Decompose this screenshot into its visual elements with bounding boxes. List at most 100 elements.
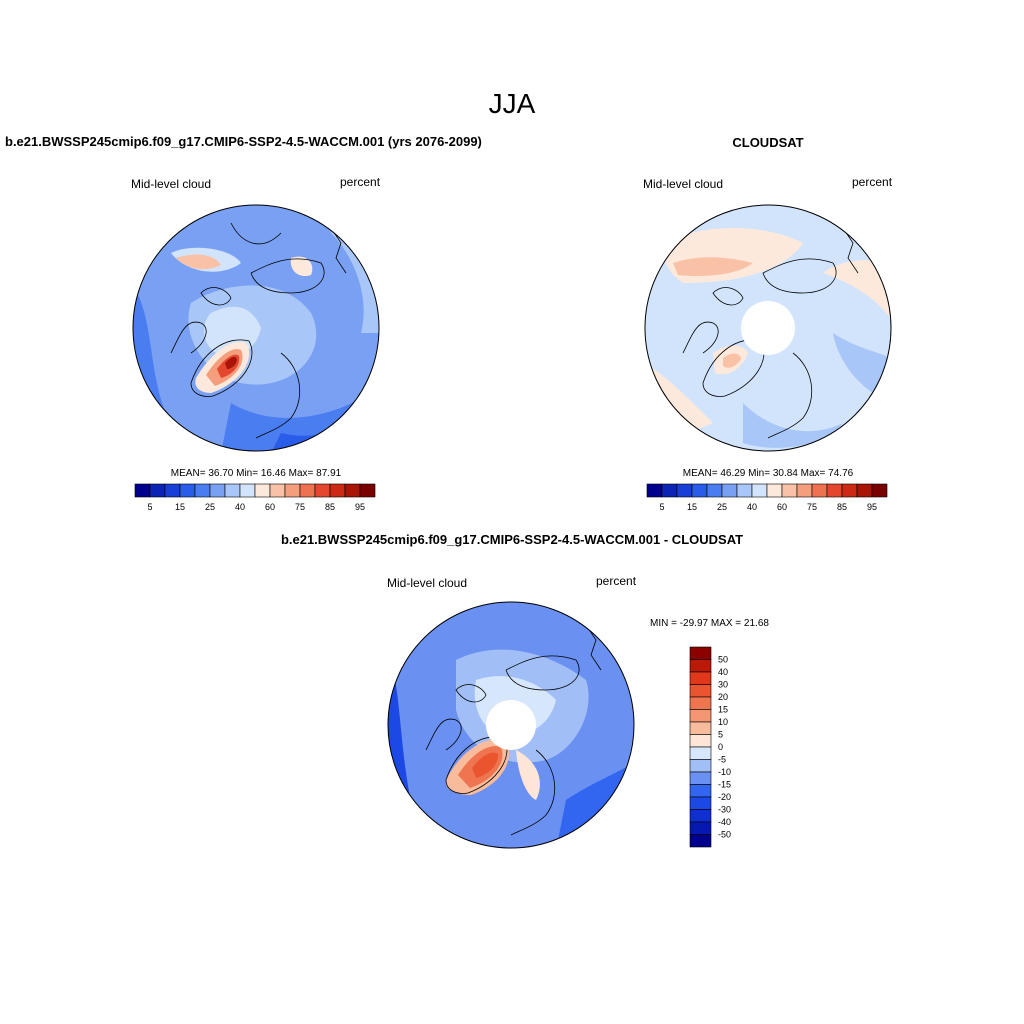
polar-hole — [741, 301, 795, 355]
colorbar-model-tick-label: 75 — [295, 502, 305, 512]
colorbar-model-swatch — [344, 483, 361, 498]
colorbar-cloudsat-tick-label: 15 — [687, 502, 697, 512]
colorbar-model-tick-label: 95 — [355, 502, 365, 512]
colorbar-difference-swatch — [689, 734, 712, 748]
colorbar-cloudsat-swatch — [796, 483, 813, 498]
colorbar-cloudsat-swatch — [676, 483, 693, 498]
colorbar-difference-swatch — [689, 834, 712, 848]
colorbar-cloudsat-swatch — [646, 483, 663, 498]
colorbar-cloudsat-swatch — [766, 483, 783, 498]
colorbar-difference-tick-label: -10 — [718, 767, 731, 777]
colorbar-difference-swatch — [689, 721, 712, 735]
colorbar-model-tick-label: 15 — [175, 502, 185, 512]
colorbar-difference-swatch — [689, 771, 712, 785]
colorbar-cloudsat-swatch — [691, 483, 708, 498]
colorbar-model-swatch — [179, 483, 196, 498]
colorbar-difference-tick-label: 20 — [718, 692, 728, 702]
colorbar-model-swatch — [239, 483, 256, 498]
colorbar-model-tick-label: 40 — [235, 502, 245, 512]
colorbar-difference-swatch — [689, 646, 712, 660]
colorbar-cloudsat-tick-label: 95 — [867, 502, 877, 512]
colorbar-difference-swatch — [689, 759, 712, 773]
colorbar-difference-tick-label: -15 — [718, 780, 731, 790]
panel3-variable-label: Mid-level cloud — [387, 576, 468, 590]
colorbar-cloudsat-swatch — [706, 483, 723, 498]
colorbar-difference-swatch — [689, 709, 712, 723]
colorbar-cloudsat-tick-label: 75 — [807, 502, 817, 512]
colorbar-model-swatch — [329, 483, 346, 498]
panel1-units-label: percent — [340, 175, 381, 189]
colorbar-model: 5 15 25 40 60 75 85 95 — [134, 483, 376, 512]
colorbar-difference-tick-label: 30 — [718, 680, 728, 690]
colorbar-model-swatch — [359, 483, 376, 498]
colorbar-model-tick-label: 5 — [147, 502, 152, 512]
colorbar-difference-swatch — [689, 696, 712, 710]
colorbar-model-swatch — [224, 483, 241, 498]
colorbar-cloudsat-tick-label: 25 — [717, 502, 727, 512]
colorbar-difference-tick-label: 15 — [718, 705, 728, 715]
colorbar-model-swatch — [194, 483, 211, 498]
colorbar-cloudsat-swatch — [811, 483, 828, 498]
map-model — [132, 204, 380, 452]
colorbar-cloudsat-swatch — [841, 483, 858, 498]
panel3-title: b.e21.BWSSP245cmip6.f09_g17.CMIP6-SSP2-4… — [280, 532, 744, 547]
colorbar-model-swatch — [209, 483, 226, 498]
figure-title: JJA — [488, 88, 536, 119]
colorbar-difference-tick-label: 5 — [718, 730, 723, 740]
colorbar-cloudsat-swatch — [856, 483, 873, 498]
colorbar-difference-tick-label: -40 — [718, 817, 731, 827]
colorbar-difference-tick-label: -5 — [718, 755, 726, 765]
polar-hole — [486, 700, 536, 750]
colorbar-model-tick-label: 25 — [205, 502, 215, 512]
colorbar-model-swatch — [299, 483, 316, 498]
colorbar-difference-swatch — [689, 746, 712, 760]
panel1-stats: MEAN= 36.70 Min= 16.46 Max= 87.91 — [170, 468, 342, 479]
panel2-units-label: percent — [852, 175, 893, 189]
panel3-units-label: percent — [596, 574, 637, 588]
colorbar-cloudsat-swatch — [661, 483, 678, 498]
map-difference — [387, 601, 635, 849]
colorbar-difference-swatch — [689, 821, 712, 835]
colorbar-cloudsat-tick-label: 85 — [837, 502, 847, 512]
panel2-variable-label: Mid-level cloud — [643, 177, 724, 191]
panel2-title: CLOUDSAT — [732, 135, 804, 150]
colorbar-difference-swatch — [689, 796, 712, 810]
colorbar-cloudsat-swatch — [871, 483, 888, 498]
colorbar-cloudsat-swatch — [826, 483, 843, 498]
panel1-variable-label: Mid-level cloud — [131, 177, 212, 191]
colorbar-difference-tick-label: 50 — [718, 655, 728, 665]
colorbar-difference-tick-label: -50 — [718, 830, 731, 840]
colorbar-model-swatch — [269, 483, 286, 498]
colorbar-cloudsat-tick-label: 60 — [777, 502, 787, 512]
colorbar-cloudsat-swatch — [721, 483, 738, 498]
colorbar-difference-swatch — [689, 659, 712, 673]
colorbar-difference-swatch — [689, 671, 712, 685]
panel3-stats: MIN = -29.97 MAX = 21.68 — [650, 618, 769, 629]
panel2-stats: MEAN= 46.29 Min= 30.84 Max= 74.76 — [682, 468, 854, 479]
colorbar-model-swatch — [284, 483, 301, 498]
panel1-title: b.e21.BWSSP245cmip6.f09_g17.CMIP6-SSP2-4… — [5, 134, 482, 149]
colorbar-cloudsat-tick-label: 5 — [659, 502, 664, 512]
colorbar-difference-swatch — [689, 784, 712, 798]
colorbar-model-swatch — [134, 483, 151, 498]
colorbar-difference-tick-label: 40 — [718, 667, 728, 677]
colorbar-difference-swatch — [689, 684, 712, 698]
map-cloudsat — [644, 204, 892, 452]
colorbar-difference-tick-label: -20 — [718, 792, 731, 802]
colorbar-cloudsat-swatch — [751, 483, 768, 498]
colorbar-cloudsat-swatch — [736, 483, 753, 498]
colorbar-difference-tick-label: 0 — [718, 742, 723, 752]
colorbar-cloudsat-swatch — [781, 483, 798, 498]
colorbar-model-swatch — [254, 483, 271, 498]
colorbar-model-swatch — [314, 483, 331, 498]
colorbar-difference-swatch — [689, 809, 712, 823]
colorbar-model-swatch — [149, 483, 166, 498]
colorbar-model-tick-label: 85 — [325, 502, 335, 512]
colorbar-difference-tick-label: -30 — [718, 805, 731, 815]
colorbar-cloudsat: 5 15 25 40 60 75 85 95 — [646, 483, 888, 512]
colorbar-cloudsat-tick-label: 40 — [747, 502, 757, 512]
colorbar-model-tick-label: 60 — [265, 502, 275, 512]
colorbar-difference-tick-label: 10 — [718, 717, 728, 727]
colorbar-model-swatch — [164, 483, 181, 498]
